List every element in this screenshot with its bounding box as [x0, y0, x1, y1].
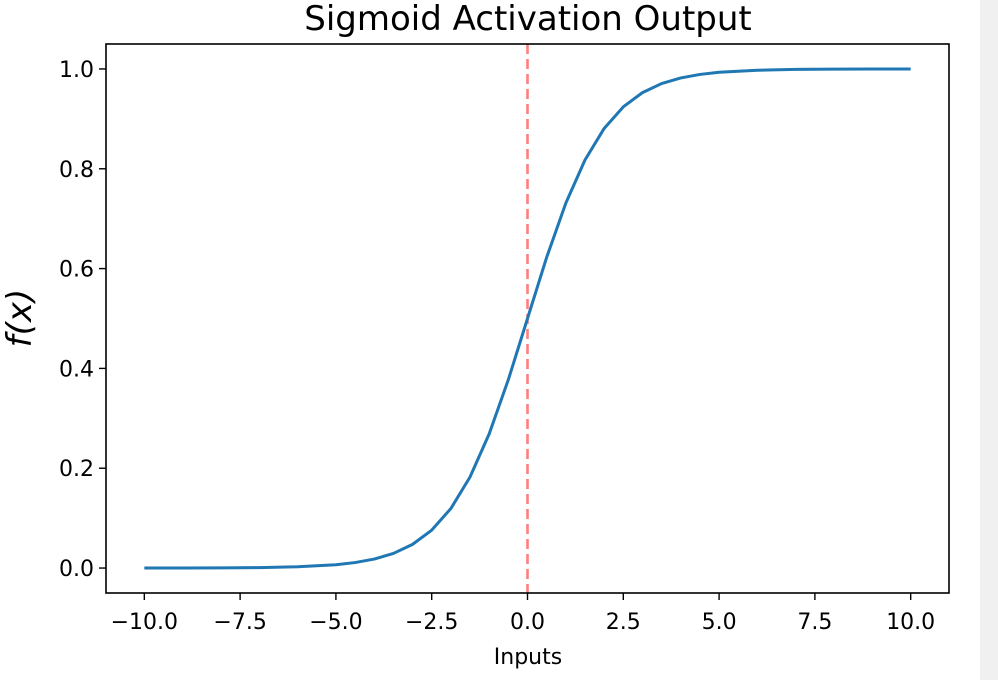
x-tick-label-8: 10.0: [886, 610, 935, 635]
x-tick-label-0: −10.0: [111, 610, 178, 635]
y-tick-label-5: 1.0: [59, 58, 94, 83]
series-line-0: [144, 67, 911, 570]
y-tick-label-0: 0.0: [59, 557, 94, 582]
scrollbar-strip: [980, 0, 998, 680]
x-tick-label-7: 7.5: [797, 610, 832, 635]
x-tick-label-1: −7.5: [213, 610, 266, 635]
y-tick-label-4: 0.8: [59, 158, 94, 183]
chart-title: Sigmoid Activation Output: [304, 0, 752, 39]
x-tick-label-3: −2.5: [405, 610, 458, 635]
y-tick-label-2: 0.4: [59, 357, 94, 382]
x-axis-label: Inputs: [494, 645, 562, 670]
x-tick-label-2: −5.0: [309, 610, 362, 635]
x-tick-label-6: 5.0: [702, 610, 737, 635]
y-axis-label: f(x): [0, 289, 40, 348]
y-tick-label-1: 0.2: [59, 457, 94, 482]
plot-frame: [105, 43, 950, 594]
plot-layer: −10.0 −7.5 −5.0 −2.5 0.0 2.5 5.0 7.5 10.0 0.0 0.2 0…: [59, 44, 935, 635]
y-tick-label-3: 0.6: [59, 258, 94, 283]
x-tick-label-5: 2.5: [606, 610, 641, 635]
x-tick-label-4: 0.0: [510, 610, 545, 635]
sigmoid-chart: Sigmoid Activation Output Inputs f(x) −1…: [0, 0, 950, 670]
